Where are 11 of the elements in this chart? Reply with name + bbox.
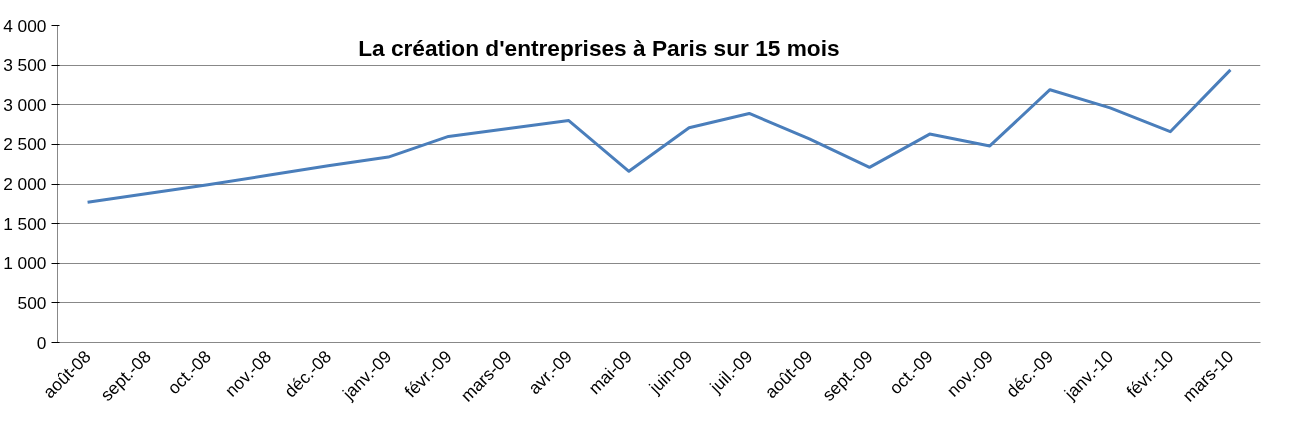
y-tick-label: 500 <box>17 292 47 313</box>
y-tick-label: 3 500 <box>3 55 47 76</box>
y-tick-label: 1 500 <box>3 213 47 234</box>
y-tick-label: 2 000 <box>3 174 47 194</box>
y-tick-label: 2 500 <box>3 134 47 155</box>
line-series <box>86 68 1232 204</box>
y-tick-label: 0 <box>36 332 47 353</box>
chart-title: La création d'entreprises à Paris sur 15 mois <box>358 35 840 62</box>
y-tick-label: 1 000 <box>3 253 47 274</box>
y-tick-label: 4 000 <box>3 15 47 36</box>
y-tick-label: 3 000 <box>3 94 47 115</box>
